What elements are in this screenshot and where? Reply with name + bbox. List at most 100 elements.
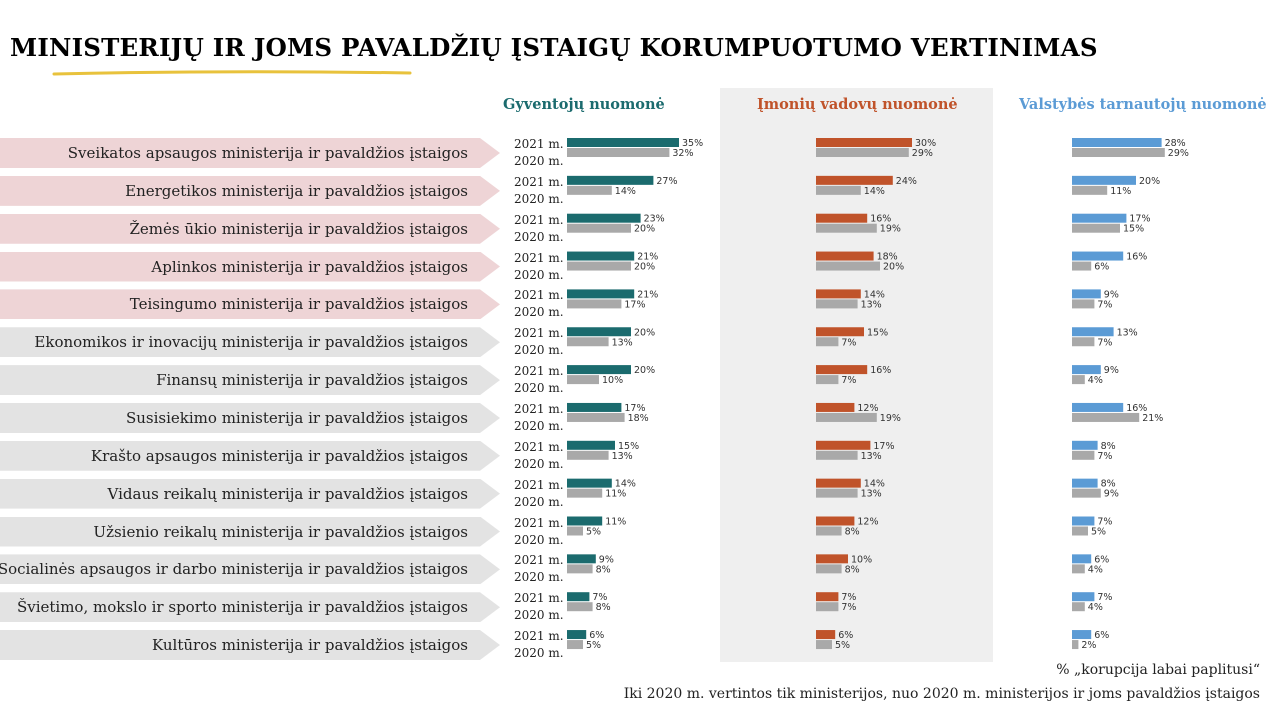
bar xyxy=(1072,640,1079,650)
bar-value-label: 32% xyxy=(672,148,693,159)
bar-value-label: 6% xyxy=(589,630,604,641)
bar xyxy=(567,630,587,640)
bar xyxy=(567,175,654,185)
bar-value-label: 20% xyxy=(1139,176,1160,187)
bar-value-label: 20% xyxy=(634,327,655,338)
bar xyxy=(816,148,909,157)
bar-value-label: 17% xyxy=(624,403,645,414)
bar xyxy=(567,516,603,526)
bar xyxy=(567,138,679,147)
bar-value-label: 8% xyxy=(596,602,611,613)
bar-value-label: 7% xyxy=(1097,517,1112,528)
bar-value-label: 6% xyxy=(1094,630,1109,641)
bar-value-label: 5% xyxy=(586,527,601,538)
bar xyxy=(1072,299,1095,309)
bar xyxy=(816,251,874,261)
category-label: Vidaus reikalų ministerija ir pavaldžios… xyxy=(107,484,468,503)
bar xyxy=(1072,213,1127,223)
bar xyxy=(816,554,848,564)
bar-value-label: 21% xyxy=(1142,413,1163,424)
bar xyxy=(816,564,842,574)
bar xyxy=(816,289,861,299)
bar xyxy=(816,602,839,612)
bar xyxy=(1072,251,1124,261)
bar-value-label: 14% xyxy=(864,289,885,300)
category-label: Finansų ministerija ir pavaldžios įstaig… xyxy=(156,371,468,390)
category-label: Energetikos ministerija ir pavaldžios įs… xyxy=(125,181,468,200)
bar-value-label: 8% xyxy=(845,564,860,575)
bar xyxy=(1072,564,1085,574)
bar xyxy=(816,526,842,536)
bar xyxy=(1072,223,1120,233)
bar-value-label: 16% xyxy=(1126,252,1147,263)
bar-value-label: 9% xyxy=(599,554,614,565)
year-label: 2020 m. xyxy=(514,418,564,433)
year-label: 2020 m. xyxy=(514,570,564,585)
bar-value-label: 10% xyxy=(851,554,872,565)
year-label: 2020 m. xyxy=(514,229,564,244)
bar xyxy=(1072,516,1095,526)
bar xyxy=(1072,412,1140,422)
year-label: 2021 m. xyxy=(514,553,564,568)
year-label: 2020 m. xyxy=(514,646,564,661)
category-label: Krašto apsaugos ministerija ir pavaldžio… xyxy=(90,446,468,465)
bar-value-label: 21% xyxy=(637,289,658,300)
bar-value-label: 7% xyxy=(592,592,607,603)
bar-value-label: 11% xyxy=(1110,186,1131,197)
bar-value-label: 15% xyxy=(618,441,639,452)
bar-value-label: 28% xyxy=(1165,138,1186,149)
group-title-valstybes: Valstybės tarnautojų nuomonė xyxy=(1019,96,1267,113)
bar xyxy=(816,450,858,460)
bar xyxy=(567,478,612,488)
bar-value-label: 11% xyxy=(605,517,626,528)
bar xyxy=(567,450,609,460)
bar xyxy=(816,213,868,223)
year-label: 2020 m. xyxy=(514,305,564,320)
bar-value-label: 4% xyxy=(1088,375,1103,386)
bar-value-label: 13% xyxy=(861,451,882,462)
bar xyxy=(567,592,590,602)
category-row: Žemės ūkio ministerija ir pavaldžios įst… xyxy=(0,213,500,244)
bar xyxy=(816,640,832,650)
bar xyxy=(816,299,858,309)
bar-value-label: 16% xyxy=(870,365,891,376)
bar-value-label: 7% xyxy=(841,602,856,613)
category-row: Krašto apsaugos ministerija ir pavaldžio… xyxy=(0,440,500,471)
bar-value-label: 7% xyxy=(841,592,856,603)
bar-value-label: 4% xyxy=(1088,602,1103,613)
category-label: Aplinkos ministerija ir pavaldžios įstai… xyxy=(151,257,468,276)
bar xyxy=(1072,289,1101,299)
bar-value-label: 13% xyxy=(612,451,633,462)
bar-value-label: 20% xyxy=(634,365,655,376)
year-label: 2020 m. xyxy=(514,494,564,509)
bar xyxy=(1072,337,1095,347)
bar-value-label: 29% xyxy=(912,148,933,159)
bar xyxy=(1072,175,1136,185)
bar xyxy=(1072,185,1108,195)
year-label: 2021 m. xyxy=(514,401,564,416)
bar-value-label: 5% xyxy=(1091,527,1106,538)
bar-value-label: 8% xyxy=(845,527,860,538)
bar-value-label: 8% xyxy=(1101,441,1116,452)
bar-value-label: 5% xyxy=(586,640,601,651)
bar xyxy=(1072,602,1085,612)
year-label: 2021 m. xyxy=(514,212,564,227)
bar xyxy=(1072,440,1098,450)
bar-value-label: 7% xyxy=(1097,451,1112,462)
bar-value-label: 8% xyxy=(596,564,611,575)
year-label: 2021 m. xyxy=(514,364,564,379)
bar-value-label: 35% xyxy=(682,138,703,149)
bar xyxy=(567,213,641,223)
bar-value-label: 29% xyxy=(1168,148,1189,159)
bar-value-label: 9% xyxy=(1104,365,1119,376)
category-label: Sveikatos apsaugos ministerija ir pavald… xyxy=(67,144,468,162)
bar-value-label: 16% xyxy=(1126,403,1147,414)
bar-value-label: 13% xyxy=(612,337,633,348)
bar xyxy=(816,488,858,498)
bar-value-label: 5% xyxy=(835,640,850,651)
bar-value-label: 12% xyxy=(857,517,878,528)
bar-value-label: 20% xyxy=(634,262,655,273)
bar xyxy=(816,440,871,450)
category-row: Socialinės apsaugos ir darbo ministerija… xyxy=(0,554,500,585)
